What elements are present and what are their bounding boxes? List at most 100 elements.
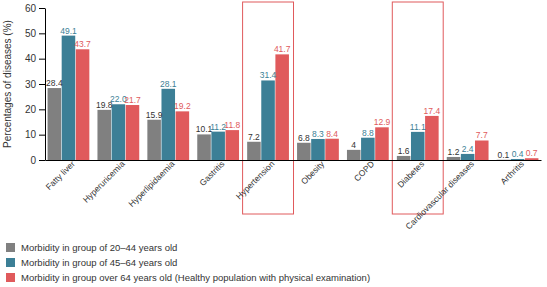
y-tick-label: 20 [25,104,37,115]
data-label: 0.1 [498,150,510,160]
bars [48,36,539,160]
y-tick: 0 [30,155,45,166]
x-tick: Gastritis [197,159,226,188]
legend-swatch [6,243,15,252]
data-label: 21.7 [124,95,141,105]
legend-label: Morbidity in group of 20–44 years old [21,242,177,253]
y-tick-mark [39,8,45,9]
y-tick-label: 0 [30,155,36,166]
data-label: 0.7 [526,148,538,158]
bar [311,139,325,160]
data-label: 1.6 [398,146,410,156]
y-tick-label: 60 [25,3,37,14]
data-label: 8.8 [362,128,374,138]
bar [161,89,175,160]
x-tick-label: Hyperuricemia [81,159,127,205]
y-axis-line [45,9,46,161]
data-label: 8.4 [326,129,338,139]
bar [375,127,389,160]
bar [525,158,539,160]
bar [261,80,275,160]
bar [347,150,361,160]
x-tick: Hyperlipidaemia [126,159,176,209]
x-tick-label: Cardiovascular diseases [403,159,476,232]
data-label: 31.4 [260,70,277,80]
bar [97,110,111,160]
y-tick-mark [39,59,45,60]
data-label: 4 [351,140,356,150]
data-label: 2.4 [462,144,474,154]
data-labels: 28.419.815.910.17.26.841.61.20.149.122.0… [46,26,538,160]
y-tick-label: 40 [25,53,37,64]
y-tick: 40 [25,53,45,64]
bar [475,140,489,160]
bar [325,139,339,160]
x-tick: Diabetes [395,159,426,190]
bar [361,138,375,160]
bar [147,120,161,160]
legend: Morbidity in group of 20–44 years old Mor… [6,242,370,283]
data-label: 49.1 [60,26,77,36]
data-label: 17.4 [424,106,441,116]
y-tick-label: 10 [25,129,37,140]
x-tick-label: COPD [352,159,376,183]
y-axis-title: Percentages of diseases (%) [2,20,13,148]
bar [62,36,76,160]
x-tick-label: Fatty liver [44,159,77,192]
bar [297,143,311,160]
x-axis: Fatty liverHyperuricemiaHyperlipidaemia G… [44,158,542,231]
x-tick: Arthritis [498,159,525,186]
x-tick-label: Obesity [299,158,327,186]
y-tick-label: 50 [25,28,37,39]
y-tick: 50 [25,28,45,39]
legend-label: Morbidity in group of 45–64 years old [21,257,177,268]
data-label: 11.8 [224,120,240,130]
x-tick-label: Gastritis [197,159,226,188]
chart: 28.419.815.910.17.26.841.61.20.149.122.0… [0,0,547,287]
data-label: 15.9 [146,110,163,120]
bar [176,111,190,160]
data-label: 6.8 [298,133,310,143]
data-label: 28.1 [160,79,177,89]
y-tick-mark [39,84,45,85]
data-label: 7.2 [248,132,260,142]
data-label: 11.1 [410,122,426,132]
data-label: 28.4 [46,78,63,88]
x-tick-label: Arthritis [498,159,525,186]
bar [112,104,126,160]
x-tick-label: Hypertension [234,159,277,202]
bar [48,88,62,160]
data-label: 43.7 [74,39,91,49]
x-tick: Obesity [299,158,327,186]
x-tick-label: Hyperlipidaemia [126,159,176,209]
x-tick: COPD [352,159,376,183]
x-tick: Hypertension [234,159,277,202]
bar [397,156,411,160]
y-tick: 20 [25,104,45,115]
bar [247,142,261,160]
data-label: 1.2 [448,147,460,157]
legend-swatch [6,258,15,267]
bar [126,105,140,160]
x-tick: Cardiovascular diseases [403,159,476,232]
x-tick-label: Diabetes [395,159,426,190]
y-tick-mark [39,109,45,110]
bar [425,116,439,160]
bar [225,130,239,160]
bar [447,157,461,160]
legend-swatch [6,273,15,282]
y-tick: 30 [25,79,45,90]
bar [211,132,225,160]
y-tick-mark [39,160,45,161]
data-label: 12.9 [374,117,391,127]
x-tick: Fatty liver [44,159,77,192]
y-tick-mark [39,33,45,34]
data-label: 0.4 [512,149,524,159]
highlight-box [392,2,443,214]
data-label: 7.7 [476,130,488,140]
x-tick: Hyperuricemia [81,159,127,205]
y-tick: 10 [25,129,45,140]
y-axis: 0 10 20 30 40 50 60 [25,3,46,166]
y-tick: 60 [25,3,45,14]
data-label: 41.7 [274,44,291,54]
